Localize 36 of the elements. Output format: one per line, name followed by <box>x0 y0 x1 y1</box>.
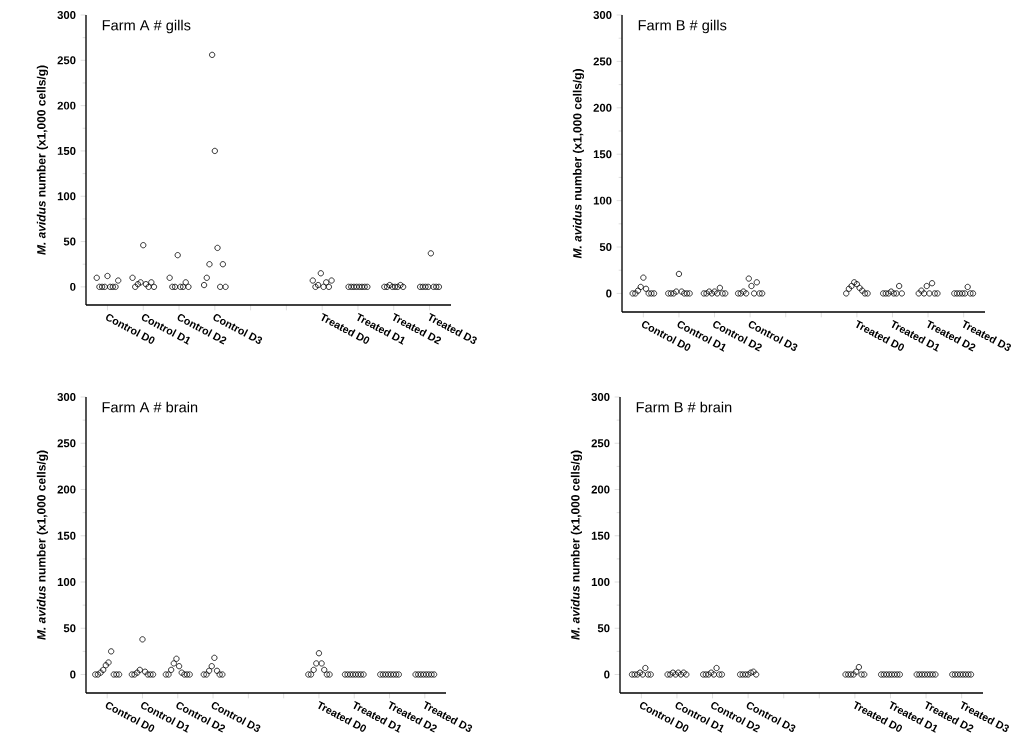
y-tick-label: 200 <box>57 485 76 494</box>
y-tick-label: 100 <box>593 196 612 205</box>
chart-title: Farm A # gills <box>102 19 191 34</box>
y-tick-label: 50 <box>597 624 610 633</box>
y-tick-label: 200 <box>591 485 610 494</box>
y-axis-title: M. avidus number (x1,000 cells/g) <box>36 65 49 255</box>
y-tick-label: 50 <box>599 243 612 252</box>
y-tick-label: 150 <box>57 531 76 540</box>
y-tick-label: 0 <box>70 282 76 291</box>
y-tick-label: 50 <box>63 237 76 246</box>
y-tick-label: 50 <box>63 624 76 633</box>
y-tick-label: 150 <box>593 150 612 159</box>
y-tick-label: 100 <box>57 578 76 586</box>
y-tick-label: 100 <box>591 578 610 586</box>
y-axis-title: M. avidus number (x1,000 cells/g) <box>572 69 585 259</box>
y-tick-label: 200 <box>593 103 612 112</box>
y-tick-label: 300 <box>591 393 610 401</box>
y-tick-label: 300 <box>57 10 76 19</box>
y-tick-label: 0 <box>604 670 610 679</box>
y-tick-label: 150 <box>57 146 76 155</box>
y-tick-label: 200 <box>57 101 76 110</box>
y-tick-label: 300 <box>593 11 612 19</box>
chart-title: Farm B # brain <box>636 401 732 413</box>
y-tick-label: 0 <box>70 670 76 679</box>
y-tick-label: 250 <box>57 439 76 448</box>
y-tick-label: 300 <box>57 393 76 401</box>
chart-title: Farm A # brain <box>102 401 198 413</box>
y-tick-label: 250 <box>591 439 610 448</box>
y-tick-label: 150 <box>591 531 610 540</box>
y-axis-title: M. avidus number (x1,000 cells/g) <box>570 450 583 640</box>
chart-title: Farm B # gills <box>638 19 727 34</box>
y-tick-label: 250 <box>57 56 76 65</box>
y-axis-title: M. avidus number (x1,000 cells/g) <box>36 450 49 640</box>
y-tick-label: 0 <box>606 289 612 298</box>
y-tick-label: 250 <box>593 57 612 66</box>
y-tick-label: 100 <box>57 192 76 201</box>
